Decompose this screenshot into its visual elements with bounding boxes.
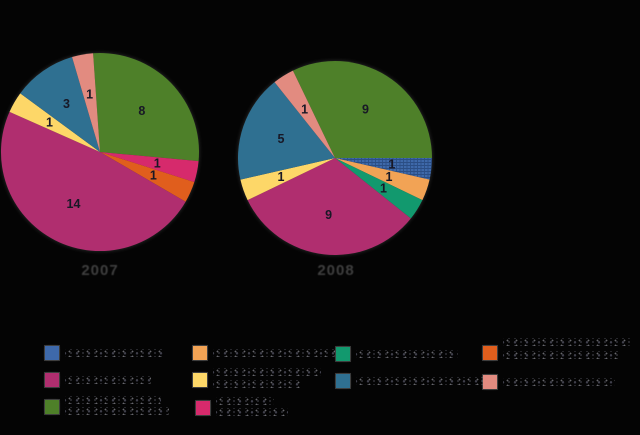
legend-swatch-crimson: [196, 401, 210, 415]
pie-slice-green: [93, 52, 200, 162]
legend-label-smudge: [213, 380, 301, 388]
legend-label-smudge: [503, 351, 621, 359]
legend-label-smudge: [65, 396, 161, 404]
legend-label-smudge: [65, 407, 169, 415]
slice-value-label: 1: [150, 169, 157, 183]
slice-value-label: 8: [138, 104, 145, 118]
legend-swatch-blue: [45, 346, 59, 360]
slice-value-label: 1: [46, 116, 53, 130]
pie-slice-steel-blue: [238, 82, 335, 180]
pie-slice-magenta: [0, 111, 186, 252]
slice-value-label: 1: [380, 182, 387, 196]
slice-value-label: 1: [301, 103, 308, 117]
pie-slice-steel-blue: [20, 57, 100, 152]
pie-slice-blue: [335, 158, 432, 180]
legend-swatch-steel-blue: [336, 374, 350, 388]
slice-value-label: 1: [386, 170, 393, 184]
pie-slice-salmon: [274, 70, 335, 158]
pie-slice-salmon: [72, 53, 100, 152]
pie-slice-yellow: [9, 93, 100, 152]
legend-label-smudge: [65, 376, 151, 384]
legend-swatch-magenta: [45, 373, 59, 387]
legend-label-smudge: [216, 408, 288, 416]
legend-label-smudge: [503, 338, 631, 346]
slice-value-label: 1: [86, 88, 93, 102]
legend-swatch-dark-orange: [483, 346, 497, 360]
pie-slice-magenta: [247, 158, 411, 255]
slice-value-label: 3: [63, 97, 70, 111]
legend-swatch-green: [45, 400, 59, 414]
slice-value-label: 14: [67, 197, 81, 211]
legend-label-smudge: [503, 378, 615, 386]
pie-slice-teal: [335, 158, 423, 219]
legend-label-smudge: [213, 368, 321, 376]
pie-caption-2007: 2007: [81, 262, 119, 279]
pie-slice-crimson: [100, 152, 199, 183]
legend-label-smudge: [356, 350, 458, 358]
pie-slice-yellow: [240, 158, 335, 201]
slice-value-label: 9: [362, 103, 369, 117]
slice-value-label: 1: [278, 170, 285, 184]
pie-caption-2008: 2008: [317, 262, 355, 279]
legend-swatch-salmon: [483, 375, 497, 389]
legend-label-smudge: [213, 349, 335, 357]
legend-swatch-yellow: [193, 373, 207, 387]
legend-label-smudge: [65, 349, 165, 357]
slice-value-label: 1: [388, 157, 395, 171]
slice-value-label: 5: [278, 132, 285, 146]
pie-slice-dark-orange: [100, 152, 195, 202]
pie-slice-sandy-orange: [335, 158, 430, 201]
legend-label-smudge: [356, 377, 484, 385]
legend-swatch-teal: [336, 347, 350, 361]
legend-swatch-sandy-orange: [193, 346, 207, 360]
slice-value-label: 9: [325, 208, 332, 222]
slice-value-label: 1: [154, 157, 161, 171]
legend-label-smudge: [216, 397, 274, 405]
pie-slice-green: [292, 60, 432, 159]
